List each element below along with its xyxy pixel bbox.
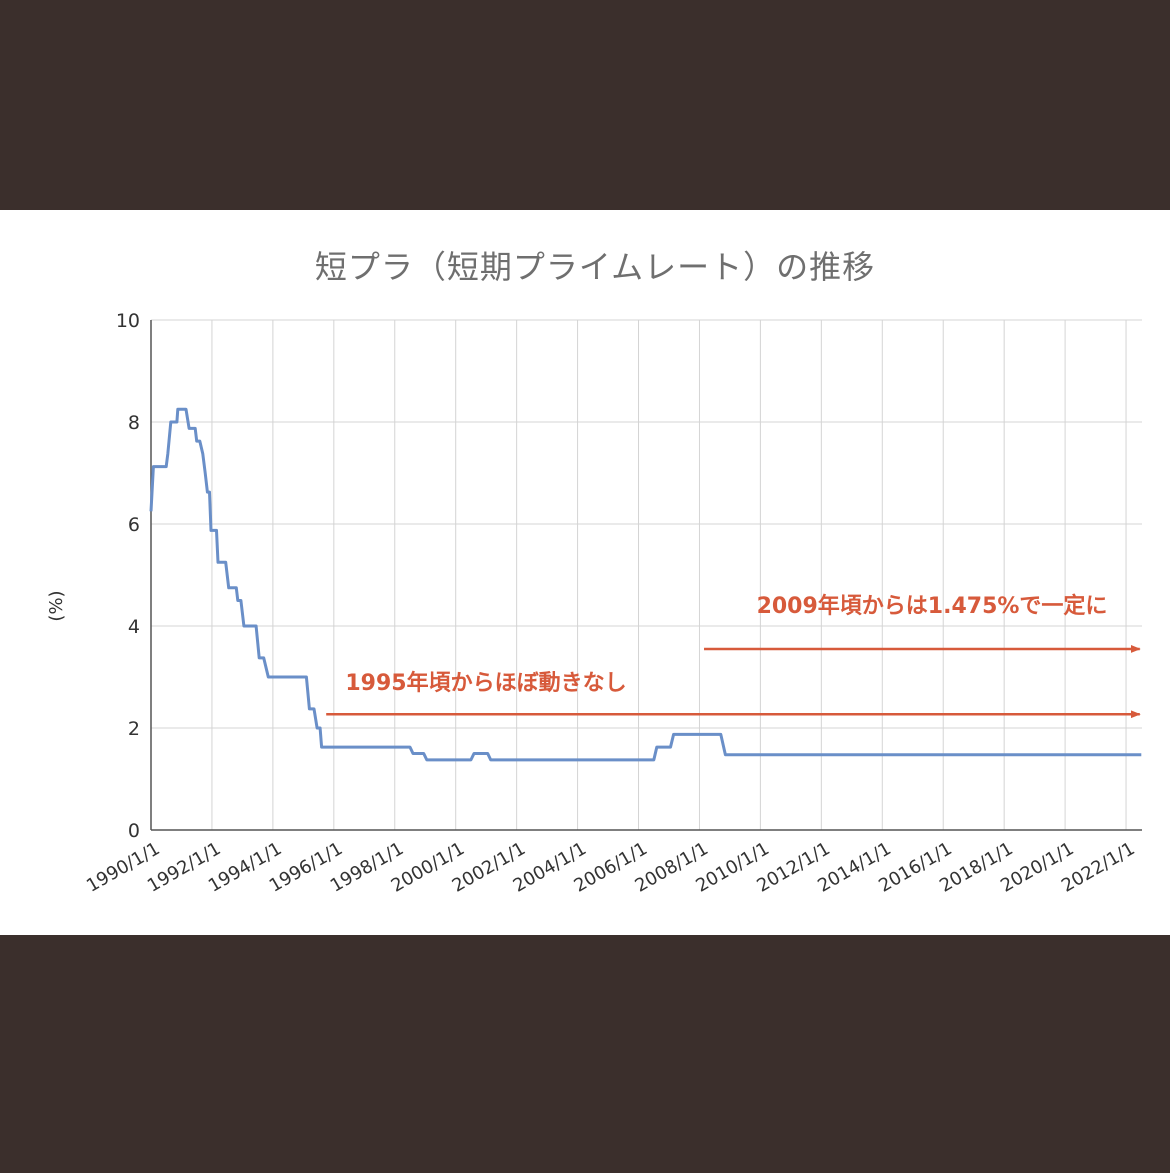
y-tick-label: 2 xyxy=(128,718,140,740)
y-tick-label: 4 xyxy=(128,616,140,638)
annotation-label: 2009年頃からは1.475%で一定に xyxy=(757,593,1108,619)
chart-title: 短プラ（短期プライムレート）の推移 xyxy=(314,248,876,286)
y-tick-label: 0 xyxy=(128,820,140,842)
y-tick-label: 10 xyxy=(116,310,140,332)
y-tick-label: 8 xyxy=(128,412,140,434)
y-tick-label: 6 xyxy=(128,514,140,536)
chart-card xyxy=(0,210,1170,935)
y-axis-label: (%) xyxy=(46,590,67,621)
series-line xyxy=(149,407,1142,762)
annotation-label: 1995年頃からほぼ動きなし xyxy=(345,670,626,696)
